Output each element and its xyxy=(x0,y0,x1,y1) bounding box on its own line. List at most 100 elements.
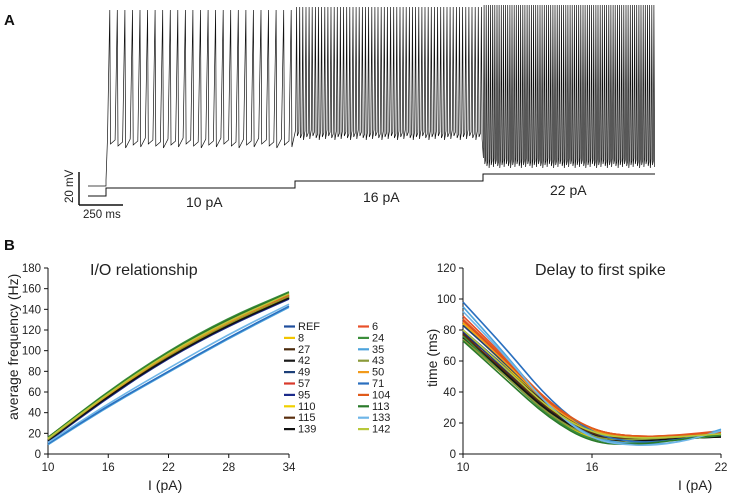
chart2-ytick-label: 120 xyxy=(437,263,456,275)
legend-label-57: 57 xyxy=(298,378,310,390)
chart1-ytick-label: 140 xyxy=(22,304,41,316)
chart2-ytick-label: 0 xyxy=(450,449,456,461)
chart2-series-line-8 xyxy=(462,323,722,442)
legend-item-35: 35 xyxy=(358,344,384,356)
chart1-series-line-95 xyxy=(47,298,290,443)
chart2-series-line-50 xyxy=(462,321,722,439)
legend-label-115: 115 xyxy=(298,412,316,424)
chart1-ytick-label: 40 xyxy=(28,408,41,420)
chart2-series-line-104 xyxy=(462,318,722,438)
panel-a-label: A xyxy=(4,12,15,29)
chart1-ytick-label: 60 xyxy=(28,387,41,399)
chart1-xlabel: I (pA) xyxy=(148,477,182,493)
chart1-ytick-label: 100 xyxy=(22,346,41,358)
current-step-path xyxy=(88,173,655,197)
legend-item-REF: REF xyxy=(284,321,320,333)
legend-item-8: 8 xyxy=(284,332,304,344)
legend-item-71: 71 xyxy=(358,378,384,390)
chart1-ytick-label: 80 xyxy=(28,366,41,378)
legend-item-50: 50 xyxy=(358,367,384,379)
chart1-series-line-35 xyxy=(47,306,290,446)
chart1-ytick-label: 120 xyxy=(22,325,41,337)
chart2-xtick-label: 22 xyxy=(715,462,728,474)
chart1-series-line-71 xyxy=(47,305,290,445)
legend-item-133: 133 xyxy=(358,412,390,424)
chart2-series-line-113 xyxy=(462,340,722,445)
chart1-series-line-57 xyxy=(47,294,290,440)
legend-item-24: 24 xyxy=(358,332,384,344)
legend-label-142: 142 xyxy=(372,424,390,436)
voltage-scale-label: 20 mV xyxy=(64,169,76,203)
chart1-xtick-label: 10 xyxy=(42,462,55,474)
chart1-xtick-label: 16 xyxy=(102,462,115,474)
chart2-ylabel: time (ms) xyxy=(424,329,440,387)
voltage-trace xyxy=(88,4,655,187)
legend-item-142: 142 xyxy=(358,424,390,436)
time-scale-label: 250 ms xyxy=(83,209,121,221)
chart1-series-line-8 xyxy=(47,295,290,440)
current-step-trace xyxy=(88,173,655,197)
legend-label-139: 139 xyxy=(298,424,316,436)
chart1-series-line-133 xyxy=(47,303,290,444)
legend-label-110: 110 xyxy=(298,401,316,413)
chart2-ytick-label: 40 xyxy=(443,387,456,399)
legend-item-110: 110 xyxy=(284,401,316,413)
legend-item-139: 139 xyxy=(284,424,316,436)
legend-label-104: 104 xyxy=(372,389,390,401)
chart2-title: Delay to first spike xyxy=(535,262,666,279)
legend-item-42: 42 xyxy=(284,355,310,367)
legend-item-27: 27 xyxy=(284,344,310,356)
legend-label-71: 71 xyxy=(372,378,384,390)
chart2-xlabel: I (pA) xyxy=(678,477,712,493)
step-label-10pa: 10 pA xyxy=(186,194,223,210)
legend-label-35: 35 xyxy=(372,344,384,356)
chart1-ylabel: average frequency (Hz) xyxy=(5,274,21,420)
legend-item-6: 6 xyxy=(358,321,378,333)
legend-item-95: 95 xyxy=(284,389,310,401)
legend-label-43: 43 xyxy=(372,355,384,367)
legend-item-43: 43 xyxy=(358,355,384,367)
chart1-series-line-139 xyxy=(47,297,290,442)
chart2-ytick-label: 100 xyxy=(437,294,456,306)
chart2-series-line-95 xyxy=(462,331,722,441)
chart2-xtick-label: 10 xyxy=(457,462,470,474)
legend-label-95: 95 xyxy=(298,389,310,401)
legend-item-49: 49 xyxy=(284,367,310,379)
chart1-ytick-label: 180 xyxy=(22,263,41,275)
chart1-series-line-104 xyxy=(47,294,290,440)
delay-first-spike-chart: Delay to first spike time (ms) I (pA) 0 2… xyxy=(424,262,727,493)
legend-label-24: 24 xyxy=(372,332,384,344)
chart2-series-line-133 xyxy=(462,310,722,447)
step-label-22pa: 22 pA xyxy=(550,182,587,198)
chart1-xtick-label: 28 xyxy=(222,462,235,474)
legend-item-104: 104 xyxy=(358,389,390,401)
chart2-series-line-49 xyxy=(462,324,722,439)
legend-label-49: 49 xyxy=(298,367,310,379)
step-label-16pa: 16 pA xyxy=(363,189,400,205)
chart1-series-line-50 xyxy=(47,294,290,440)
chart2-xtick-label: 16 xyxy=(586,462,599,474)
legend-label-113: 113 xyxy=(372,401,390,413)
chart1-ytick-label: 160 xyxy=(22,284,41,296)
spike-trace-path xyxy=(88,4,655,187)
legend-label-8: 8 xyxy=(298,332,304,344)
chart2-series-line-REF xyxy=(462,329,722,441)
chart1-ytick-label: 0 xyxy=(35,449,41,461)
legend-item-113: 113 xyxy=(358,401,390,413)
chart1-series-line-142 xyxy=(47,293,290,440)
chart2-ytick-label: 20 xyxy=(443,418,456,430)
chart1-xtick-label: 34 xyxy=(283,462,296,474)
legend-item-115: 115 xyxy=(284,412,316,424)
legend-item-57: 57 xyxy=(284,378,310,390)
chart1-ytick-label: 20 xyxy=(28,428,41,440)
legend-label-133: 133 xyxy=(372,412,390,424)
chart1-series-line-113 xyxy=(47,292,290,439)
legend-label-6: 6 xyxy=(372,321,378,333)
io-relationship-chart: I/O relationship average frequency (Hz) … xyxy=(5,262,390,493)
panel-b-label: B xyxy=(4,237,15,254)
legend-label-27: 27 xyxy=(298,344,310,356)
chart2-series-line-57 xyxy=(462,320,722,438)
scale-bar: 20 mV 250 ms xyxy=(64,169,123,221)
